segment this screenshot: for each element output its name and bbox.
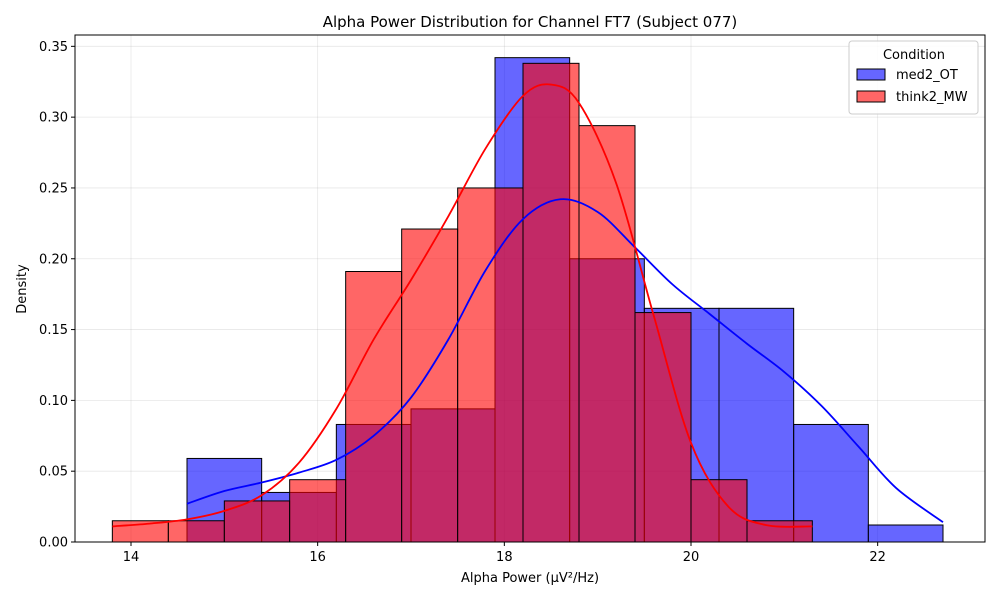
y-tick-label: 0.20: [39, 252, 68, 267]
x-tick-label: 14: [123, 550, 140, 565]
legend: Condition med2_OT think2_MW: [848, 40, 979, 115]
x-tick-label: 22: [869, 550, 886, 565]
histogram-bar-think2-mw: [167, 520, 225, 543]
histogram-bar-think2-mw: [345, 271, 403, 543]
y-tick-label: 0.00: [39, 536, 68, 551]
histogram-bar-think2-mw: [578, 125, 636, 543]
x-axis-ticks: 14 16 18 20 22: [123, 542, 886, 565]
y-axis-label: Density: [15, 264, 30, 314]
kde-line-think2-mw: [112, 83, 813, 528]
legend-label-think2-mw: think2_MW: [896, 90, 968, 105]
kde-curves: [112, 83, 944, 528]
y-tick-label: 0.25: [39, 181, 68, 196]
y-tick-label: 0.05: [39, 465, 68, 480]
legend-title: Condition: [883, 48, 945, 63]
histogram-bar-think2-mw: [289, 479, 347, 543]
y-tick-label: 0.30: [39, 111, 68, 126]
x-axis-label: Alpha Power (µV²/Hz): [461, 571, 599, 586]
series-think2-mw-bars: [111, 62, 813, 543]
y-tick-label: 0.35: [39, 40, 68, 55]
kde-line-med2-ot: [186, 198, 944, 523]
histogram-bar-think2-mw: [522, 62, 580, 543]
histogram-bar-think2-mw: [746, 520, 813, 543]
legend-swatch-think2-mw: [856, 90, 886, 103]
histogram-bar-think2-mw: [457, 187, 524, 543]
chart-title: Alpha Power Distribution for Channel FT7…: [323, 13, 738, 31]
axes-frame: [74, 34, 986, 543]
x-tick-label: 20: [683, 550, 700, 565]
x-tick-label: 18: [496, 550, 513, 565]
plot-area: [74, 34, 986, 543]
legend-swatch-med2-ot: [856, 68, 886, 81]
y-tick-label: 0.10: [39, 394, 68, 409]
y-axis-ticks: 0.00 0.05 0.10 0.15 0.20 0.25 0.30 0.35: [39, 40, 75, 551]
y-tick-label: 0.15: [39, 323, 68, 338]
x-tick-label: 16: [309, 550, 326, 565]
histogram-bar-think2-mw: [401, 228, 459, 543]
histogram-bar-med2-ot: [867, 524, 944, 543]
legend-label-med2-ot: med2_OT: [896, 68, 958, 83]
histogram-bar-think2-mw: [690, 479, 748, 543]
